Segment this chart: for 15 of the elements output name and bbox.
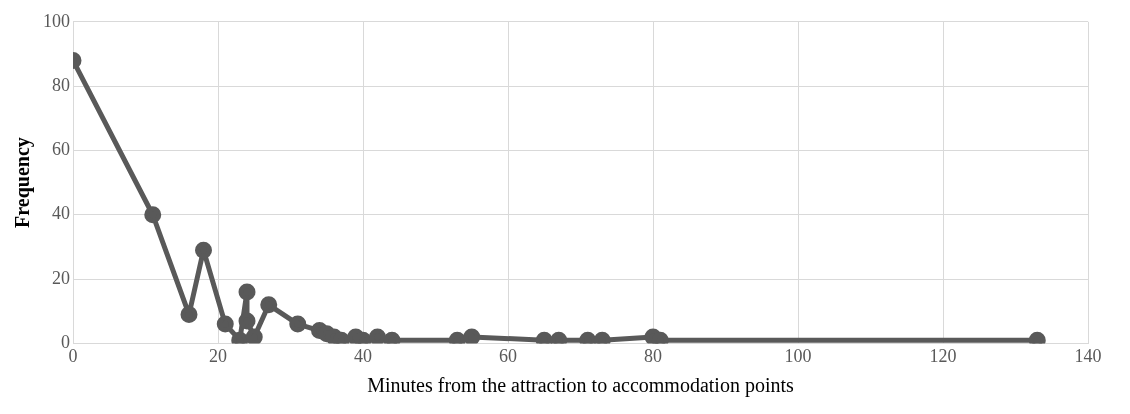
x-tick-label: 60 [499,345,517,366]
x-tick-label: 100 [784,345,812,366]
x-tick-label: 20 [209,345,227,366]
y-tick-label: 100 [43,10,70,31]
x-tick-label: 40 [354,345,372,366]
y-tick-label: 60 [52,139,70,160]
x-tick-label: 120 [929,345,957,366]
y-axis-title: Frequency [11,137,35,228]
y-tick-label: 20 [52,267,70,288]
x-tick-label: 140 [1074,345,1102,366]
y-tick-label: 0 [61,332,70,353]
y-tick-label: 80 [52,74,70,95]
y-tick-label: 40 [52,203,70,224]
x-tick-label: 80 [644,345,662,366]
x-axis-title: Minutes from the attraction to accommodation points [367,374,794,398]
